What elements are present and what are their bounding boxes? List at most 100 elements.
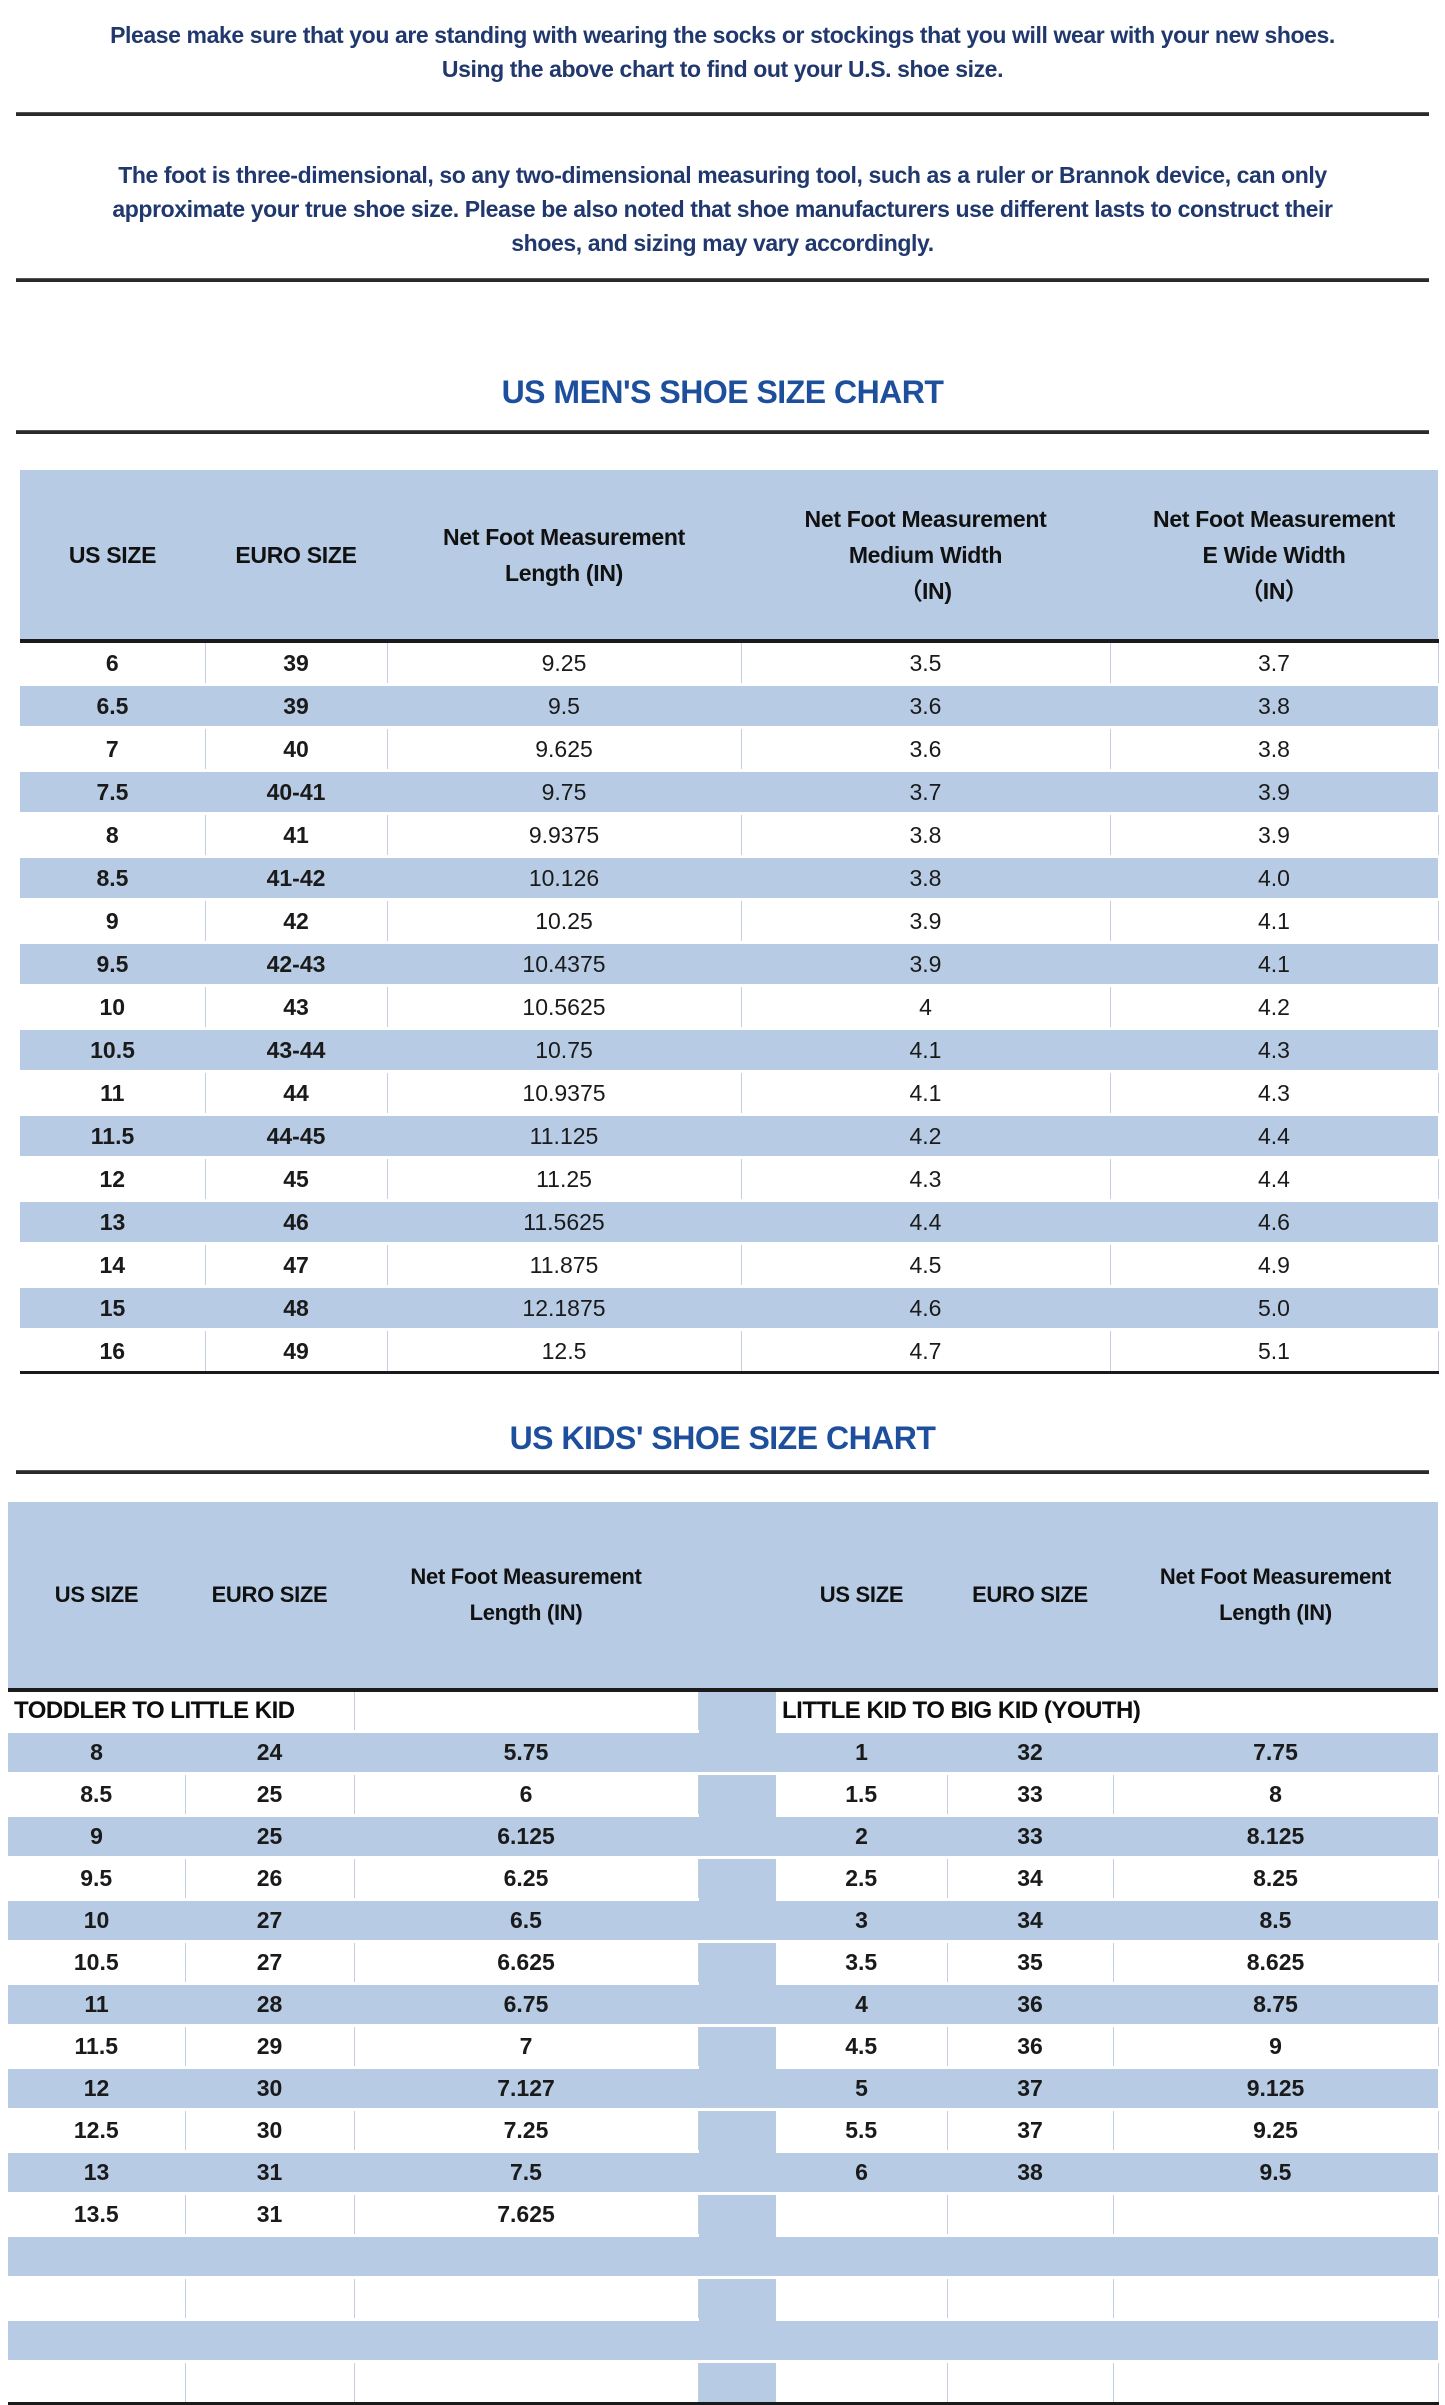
kids-table-cell: 5 bbox=[776, 2066, 947, 2111]
kids-size-table: US SIZE EURO SIZE Net Foot Measurement L… bbox=[8, 1502, 1439, 2405]
mens-table-row: 14 47 11.875 4.5 4.9 bbox=[20, 1243, 1439, 1287]
kids-table-cell: 37 bbox=[947, 2066, 1113, 2111]
mens-table-cell: 4.0 bbox=[1110, 855, 1438, 901]
kids-subheader-youth: LITTLE KID TO BIG KID (YOUTH) bbox=[776, 1690, 1438, 1732]
kids-table-cell bbox=[776, 2277, 948, 2320]
kids-table-cell bbox=[185, 2277, 355, 2320]
mens-table-cell: 10.25 bbox=[387, 899, 742, 943]
mens-table-cell: 10.126 bbox=[387, 855, 741, 901]
kids-table-cell: 7.5 bbox=[354, 2150, 698, 2195]
kids-table-cell bbox=[776, 2193, 948, 2236]
kids-spacer-cell bbox=[698, 2319, 776, 2363]
note-line-3: shoes, and sizing may vary accordingly. bbox=[511, 230, 934, 256]
kids-table-cell bbox=[1113, 2193, 1439, 2236]
kids-table-cell: 9.5 bbox=[8, 1857, 186, 1900]
mens-table-cell: 3.9 bbox=[1110, 813, 1439, 857]
kids-right-header-us-size: US SIZE bbox=[776, 1502, 947, 1692]
kids-table-cell: 5.5 bbox=[776, 2109, 948, 2152]
mens-chart-title: US MEN'S SHOE SIZE CHART bbox=[501, 374, 944, 410]
mens-table-cell: 4.4 bbox=[741, 1199, 1110, 1245]
mens-table-row: 15 48 12.1875 4.6 5.0 bbox=[20, 1285, 1438, 1331]
mens-table-cell: 9.75 bbox=[387, 769, 741, 815]
kids-table-cell: 38 bbox=[947, 2150, 1113, 2195]
mens-table-cell: 4.1 bbox=[741, 1071, 1111, 1115]
kids-table-cell: 6.75 bbox=[354, 1982, 698, 2027]
mens-table-cell: 3.8 bbox=[741, 855, 1110, 901]
kids-table-cell bbox=[1113, 2318, 1438, 2363]
kids-spacer-cell bbox=[698, 1731, 776, 1775]
kids-right-header-length: Net Foot Measurement Length (IN) bbox=[1113, 1502, 1438, 1692]
mens-table-cell: 4 bbox=[741, 985, 1111, 1029]
mens-table-cell: 40-41 bbox=[205, 769, 387, 815]
kids-left-header-length: Net Foot Measurement Length (IN) bbox=[354, 1502, 698, 1692]
mens-table-cell: 15 bbox=[20, 1285, 205, 1331]
mens-table-cell: 4.6 bbox=[741, 1285, 1110, 1331]
kids-table-cell: 3 bbox=[776, 1898, 947, 1943]
kids-right-header-euro-size: EURO SIZE bbox=[947, 1502, 1113, 1692]
mens-table-row: 8.5 41-42 10.126 3.8 4.0 bbox=[20, 855, 1438, 901]
note-line-1: The foot is three-dimensional, so any tw… bbox=[118, 162, 1327, 188]
mens-table-cell: 7.5 bbox=[20, 769, 205, 815]
mens-table-cell: 4.4 bbox=[1110, 1113, 1438, 1159]
kids-table-cell: 35 bbox=[947, 1941, 1114, 1984]
horizontal-rule bbox=[16, 278, 1429, 282]
mens-table-cell: 13 bbox=[20, 1199, 205, 1245]
kids-table-cell: 30 bbox=[185, 2109, 355, 2152]
mens-table-cell: 10.9375 bbox=[387, 1071, 742, 1115]
mens-table-cell: 48 bbox=[205, 1285, 387, 1331]
mens-table-row: 6.5 39 9.5 3.6 3.8 bbox=[20, 683, 1438, 729]
mens-table-cell: 3.8 bbox=[1110, 727, 1439, 771]
mens-table-cell: 43 bbox=[205, 985, 388, 1029]
mens-table-cell: 4.2 bbox=[1110, 985, 1439, 1029]
kids-table-cell: 25 bbox=[185, 1773, 355, 1816]
mens-table-cell: 39 bbox=[205, 640, 388, 685]
mens-table-row: 16 49 12.5 4.7 5.1 bbox=[20, 1329, 1439, 1373]
kids-table-row: 13.5 31 7.625 bbox=[8, 2193, 1439, 2236]
kids-table-row bbox=[8, 2318, 1438, 2363]
mens-table-cell: 3.9 bbox=[1110, 769, 1438, 815]
kids-header-row: US SIZE EURO SIZE Net Foot Measurement L… bbox=[8, 1502, 1438, 1692]
kids-table-cell: 33 bbox=[947, 1814, 1113, 1859]
mens-table-cell: 39 bbox=[205, 683, 387, 729]
mens-table-cell: 7 bbox=[20, 727, 206, 771]
kids-table-cell bbox=[8, 2277, 186, 2320]
kids-table-cell: 32 bbox=[947, 1730, 1113, 1775]
mens-table-cell: 4.7 bbox=[741, 1329, 1111, 1373]
mens-table-cell: 41 bbox=[205, 813, 388, 857]
kids-spacer-cell bbox=[698, 2025, 776, 2068]
mens-table-cell: 4.1 bbox=[741, 1027, 1110, 1073]
kids-table-cell bbox=[8, 2361, 186, 2404]
mens-table-cell: 9.625 bbox=[387, 727, 742, 771]
mens-table-cell: 12 bbox=[20, 1157, 206, 1201]
kids-table-cell: 2 bbox=[776, 1814, 947, 1859]
kids-table-cell: 13.5 bbox=[8, 2193, 186, 2236]
mens-table-cell: 47 bbox=[205, 1243, 388, 1287]
kids-table-row bbox=[8, 2361, 1439, 2404]
mens-table-cell: 4.6 bbox=[1110, 1199, 1438, 1245]
kids-table-cell: 24 bbox=[185, 1730, 354, 1775]
kids-table-cell: 7.625 bbox=[354, 2193, 699, 2236]
mens-table-cell: 49 bbox=[205, 1329, 388, 1373]
kids-table-cell: 10.5 bbox=[8, 1941, 186, 1984]
mens-table-row: 13 46 11.5625 4.4 4.6 bbox=[20, 1199, 1438, 1245]
kids-chart-title: US KIDS' SHOE SIZE CHART bbox=[509, 1420, 936, 1456]
mens-table-cell: 16 bbox=[20, 1329, 206, 1373]
mens-table-cell: 10.4375 bbox=[387, 941, 741, 987]
kids-spacer-cell bbox=[698, 2277, 776, 2320]
mens-header-row: US SIZE EURO SIZE Net Foot Measurement L… bbox=[20, 470, 1438, 643]
mens-table-cell: 10.5625 bbox=[387, 985, 742, 1029]
mens-table-cell: 4.4 bbox=[1110, 1157, 1439, 1201]
kids-spacer-cell bbox=[698, 1983, 776, 2027]
mens-table-cell: 10 bbox=[20, 985, 206, 1029]
mens-table-cell: 10.5 bbox=[20, 1027, 205, 1073]
mens-table-body: 6 39 9.25 3.5 3.7 6.5 39 9.5 3.6 3.8 7 40 9.625 3.6 3.… bbox=[20, 640, 1439, 1373]
kids-table-cell: 7 bbox=[354, 2025, 699, 2068]
mens-table-row: 7 40 9.625 3.6 3.8 bbox=[20, 727, 1439, 771]
mens-table-header: US SIZE EURO SIZE Net Foot Measurement L… bbox=[20, 470, 1438, 643]
kids-table-cell bbox=[354, 2234, 698, 2279]
kids-table-cell bbox=[947, 2193, 1114, 2236]
intro-paragraph: Please make sure that you are standing w… bbox=[0, 0, 1445, 86]
kids-table-cell: 9 bbox=[8, 1814, 185, 1859]
kids-table-cell: 6.125 bbox=[354, 1814, 698, 1859]
kids-left-header-euro-size: EURO SIZE bbox=[185, 1502, 354, 1692]
